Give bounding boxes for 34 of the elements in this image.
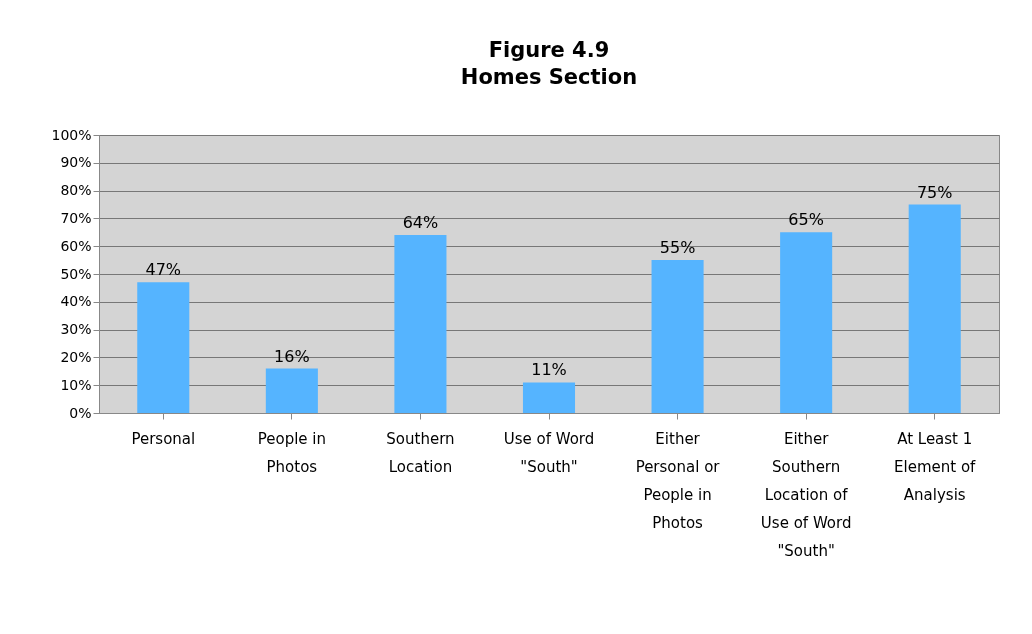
y-tick-label: 60% [60, 237, 92, 254]
data-label: 55% [659, 238, 696, 258]
x-tick-label: At Least 1 Element of Analysis [894, 429, 977, 504]
x-tick-label: Personal [131, 429, 196, 448]
y-tick-label: 90% [60, 154, 92, 171]
y-tick-label: 30% [60, 321, 92, 338]
bar [394, 235, 447, 413]
bar [265, 368, 318, 413]
x-tick-label: Southern Location [386, 429, 455, 476]
bar [522, 382, 576, 413]
x-tick-label: Either Southern Location of Use of Word "South" [760, 429, 852, 560]
x-tick-label: Use of Word "South" [503, 429, 595, 476]
bar [780, 232, 833, 413]
data-label: 65% [788, 210, 824, 230]
data-label: 11% [531, 360, 567, 380]
data-label: 75% [916, 182, 953, 202]
x-tick-label: People in Photos [257, 429, 326, 476]
y-tick-label: 40% [60, 293, 92, 310]
y-tick-label: 50% [60, 265, 92, 282]
y-tick-label: 20% [60, 348, 92, 365]
chart-subtitle: Homes Section [460, 65, 638, 89]
bar [908, 204, 961, 413]
data-label: 16% [274, 346, 310, 366]
x-tick-label: Either Personal or People in Photos [635, 429, 721, 532]
y-tick-label: 0% [69, 404, 92, 421]
data-label: 47% [145, 260, 182, 280]
bar [137, 282, 190, 413]
chart-title: Figure 4.9 [488, 38, 610, 62]
data-label: 64% [402, 213, 439, 233]
y-tick-label: 10% [60, 376, 92, 393]
y-tick-label: 100% [51, 126, 92, 143]
y-tick-label: 70% [60, 209, 92, 226]
bar [651, 260, 704, 413]
y-tick-label: 80% [60, 182, 92, 199]
